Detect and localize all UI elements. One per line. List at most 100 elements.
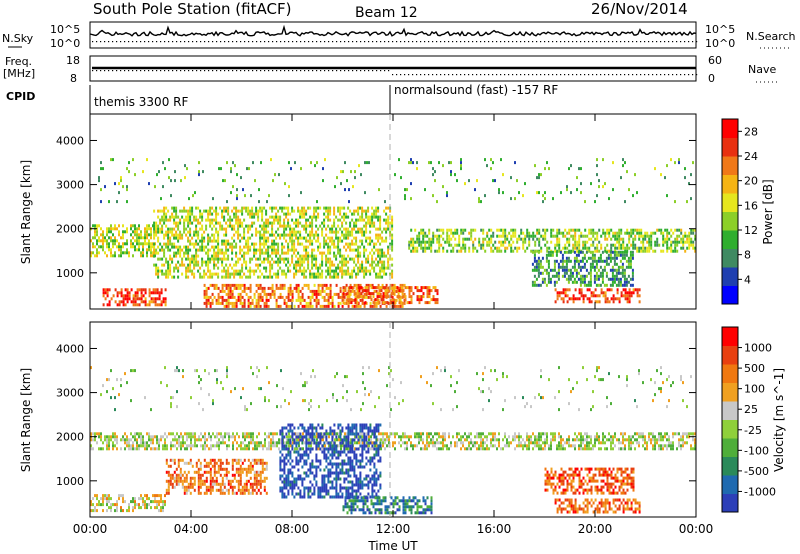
data-cell: [363, 245, 366, 249]
data-cell: [494, 179, 496, 183]
data-cell: [100, 233, 102, 237]
data-cell: [140, 291, 143, 295]
nave-dot: [412, 74, 414, 76]
data-cell: [488, 228, 491, 232]
data-cell: [152, 251, 154, 255]
data-cell: [342, 301, 345, 305]
data-cell: [108, 447, 110, 451]
data-cell: [581, 259, 584, 263]
data-cell: [283, 236, 286, 240]
data-cell: [344, 441, 346, 445]
nave-dot: [136, 70, 138, 72]
data-cell: [315, 275, 318, 279]
data-cell: [428, 432, 430, 436]
data-cell: [337, 206, 340, 210]
data-cell: [365, 248, 368, 252]
data-cell: [567, 277, 570, 281]
data-cell: [163, 221, 166, 225]
data-cell: [243, 301, 246, 305]
data-cell: [157, 266, 160, 270]
data-cell: [555, 271, 558, 275]
data-cell: [568, 231, 571, 235]
data-cell: [134, 447, 136, 451]
data-cell: [390, 301, 393, 305]
data-cell: [355, 236, 358, 240]
data-cell: [171, 212, 174, 216]
data-cell: [597, 277, 600, 281]
data-cell: [361, 269, 364, 273]
data-cell: [223, 206, 226, 210]
data-cell: [195, 242, 198, 246]
data-cell: [594, 237, 597, 241]
data-cell: [336, 176, 338, 180]
data-cell: [373, 304, 376, 308]
data-cell: [104, 297, 107, 301]
data-cell: [275, 254, 278, 258]
data-cell: [114, 236, 116, 240]
data-cell: [374, 298, 377, 302]
data-cell: [624, 294, 627, 298]
data-cell: [271, 242, 274, 246]
data-cell: [621, 274, 624, 278]
data-cell: [611, 274, 614, 278]
data-cell: [309, 272, 312, 276]
nave-dot: [148, 70, 150, 72]
data-cell: [245, 275, 248, 279]
data-cell: [322, 438, 324, 442]
data-cell: [237, 224, 240, 228]
data-cell: [420, 286, 423, 290]
data-cell: [295, 221, 298, 225]
data-cell: [335, 272, 338, 276]
data-cell: [363, 224, 366, 228]
data-cell: [632, 246, 635, 250]
data-cell: [240, 176, 242, 180]
data-cell: [223, 275, 226, 279]
data-cell: [205, 218, 208, 222]
data-cell: [269, 292, 272, 296]
data-cell: [323, 245, 326, 249]
data-cell: [100, 447, 102, 451]
nave-dot: [232, 70, 234, 72]
data-cell: [138, 233, 140, 237]
data-cell: [303, 206, 306, 210]
data-cell: [478, 243, 481, 247]
data-cell: [237, 233, 240, 237]
data-cell: [231, 292, 234, 296]
data-cell: [162, 161, 164, 165]
data-cell: [164, 441, 166, 445]
data-cell: [307, 301, 310, 305]
data-cell: [267, 304, 270, 308]
data-cell: [223, 239, 226, 243]
data-cell: [448, 161, 450, 165]
data-cell: [622, 164, 624, 168]
data-cell: [335, 275, 338, 279]
data-cell: [514, 432, 516, 436]
data-cell: [648, 246, 651, 250]
data-cell: [247, 251, 250, 255]
data-cell: [642, 246, 645, 250]
data-cell: [171, 233, 174, 237]
data-cell: [360, 295, 363, 299]
data-cell: [227, 239, 230, 243]
data-cell: [190, 447, 192, 451]
data-cell: [153, 263, 156, 267]
nave-dot: [564, 74, 566, 76]
data-cell: [92, 438, 94, 442]
data-cell: [371, 224, 374, 228]
nave-dot: [176, 70, 178, 72]
data-cell: [180, 444, 182, 448]
data-cell: [638, 246, 641, 250]
data-cell: [536, 231, 539, 235]
data-cell: [636, 288, 639, 292]
data-cell: [373, 245, 376, 249]
data-cell: [241, 269, 244, 273]
data-cell: [309, 242, 312, 246]
data-cell: [375, 263, 378, 267]
data-cell: [215, 221, 218, 225]
data-cell: [235, 206, 238, 210]
data-cell: [596, 243, 599, 247]
nsearch-dot: [620, 41, 622, 43]
data-cell: [426, 295, 429, 299]
data-cell: [265, 248, 268, 252]
data-cell: [424, 240, 427, 244]
